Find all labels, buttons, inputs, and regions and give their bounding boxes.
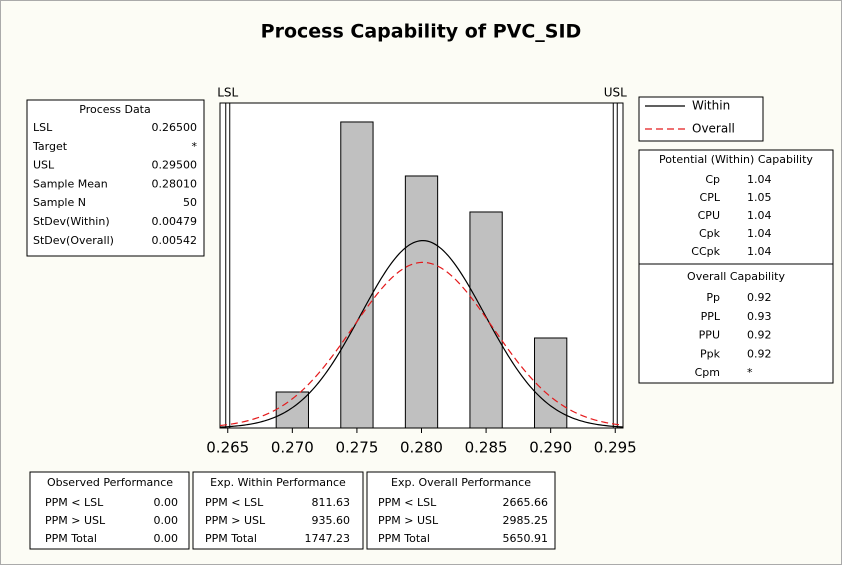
- row-label: StDev(Overall): [33, 234, 114, 247]
- x-tick-label: 0.285: [465, 439, 508, 457]
- row-value: 1.04: [747, 173, 772, 186]
- bar: [275, 391, 309, 429]
- table-title: Exp. Within Performance: [210, 476, 346, 489]
- row-value: 0.00: [154, 496, 179, 509]
- row-value: *: [192, 140, 198, 153]
- table-title: Overall Capability: [687, 270, 785, 283]
- row-label: PPL: [701, 310, 721, 323]
- process-data-box: [26, 99, 205, 257]
- row-label: PPM < LSL: [378, 496, 437, 509]
- performance-box: [29, 471, 190, 550]
- row-value: 1.04: [747, 245, 772, 258]
- bar: [534, 337, 568, 429]
- x-tick-label: 0.290: [529, 439, 572, 457]
- legend-label: Overall: [692, 122, 735, 136]
- table-title: Process Data: [79, 103, 151, 116]
- row-label: CCpk: [691, 245, 720, 258]
- row-label: PPM Total: [205, 532, 257, 545]
- row-value: 1.04: [747, 209, 772, 222]
- row-value: 0.92: [747, 347, 772, 360]
- fit-curve: [219, 239, 624, 428]
- bar: [469, 211, 503, 429]
- row-label: StDev(Within): [33, 215, 110, 228]
- table-title: Potential (Within) Capability: [659, 153, 813, 166]
- row-label: PPM > USL: [45, 514, 106, 527]
- row-value: 50: [183, 196, 197, 209]
- row-value: 935.60: [312, 514, 351, 527]
- row-label: PPM > USL: [378, 514, 439, 527]
- row-value: 5650.91: [503, 532, 549, 545]
- row-label: Pp: [706, 291, 720, 304]
- row-label: Sample N: [33, 196, 86, 209]
- row-value: 1.05: [747, 191, 772, 204]
- row-value: 1747.23: [305, 532, 351, 545]
- table-title: Exp. Overall Performance: [391, 476, 531, 489]
- chart-title: Process Capability of PVC_SID: [261, 21, 582, 43]
- legend: [638, 96, 764, 142]
- row-label: USL: [33, 159, 55, 172]
- row-label: Cp: [705, 173, 720, 186]
- row-value: 0.00: [154, 532, 179, 545]
- x-tick-label: 0.275: [335, 439, 378, 457]
- row-value: 0.93: [747, 310, 772, 323]
- x-tick-label: 0.270: [271, 439, 314, 457]
- row-label: Target: [32, 140, 68, 153]
- bar: [340, 121, 374, 429]
- row-value: 1.04: [747, 227, 772, 240]
- row-label: Cpm: [695, 366, 720, 379]
- row-label: CPL: [700, 191, 721, 204]
- performance-box: [192, 471, 364, 550]
- row-label: Ppk: [700, 347, 721, 360]
- row-label: PPM Total: [378, 532, 430, 545]
- row-value: 0.00: [154, 514, 179, 527]
- table-title: Observed Performance: [47, 476, 173, 489]
- row-label: LSL: [33, 121, 53, 134]
- row-label: PPM Total: [45, 532, 97, 545]
- spec-label: USL: [604, 86, 627, 100]
- row-label: Cpk: [699, 227, 721, 240]
- x-tick-label: 0.295: [594, 439, 637, 457]
- row-value: 811.63: [312, 496, 351, 509]
- row-label: Sample Mean: [33, 177, 108, 190]
- row-value: 0.29500: [152, 159, 198, 172]
- fit-curve: [219, 261, 624, 427]
- row-value: 0.92: [747, 329, 772, 342]
- legend-label: Within: [692, 99, 730, 113]
- bar: [404, 175, 439, 429]
- row-label: PPU: [699, 329, 720, 342]
- row-label: CPU: [698, 209, 720, 222]
- x-tick-label: 0.265: [206, 439, 249, 457]
- row-label: PPM < LSL: [205, 496, 264, 509]
- row-value: 2985.25: [503, 514, 549, 527]
- row-value: 0.26500: [152, 121, 198, 134]
- x-tick-label: 0.280: [400, 439, 443, 457]
- performance-box: [366, 471, 556, 550]
- row-value: 0.00542: [152, 234, 198, 247]
- row-label: PPM > USL: [205, 514, 266, 527]
- row-value: *: [747, 366, 753, 379]
- capability-box: [638, 149, 834, 384]
- row-value: 0.92: [747, 291, 772, 304]
- row-value: 2665.66: [503, 496, 549, 509]
- row-value: 0.28010: [152, 177, 198, 190]
- row-label: PPM < LSL: [45, 496, 104, 509]
- spec-label: LSL: [217, 86, 238, 100]
- row-value: 0.00479: [152, 215, 198, 228]
